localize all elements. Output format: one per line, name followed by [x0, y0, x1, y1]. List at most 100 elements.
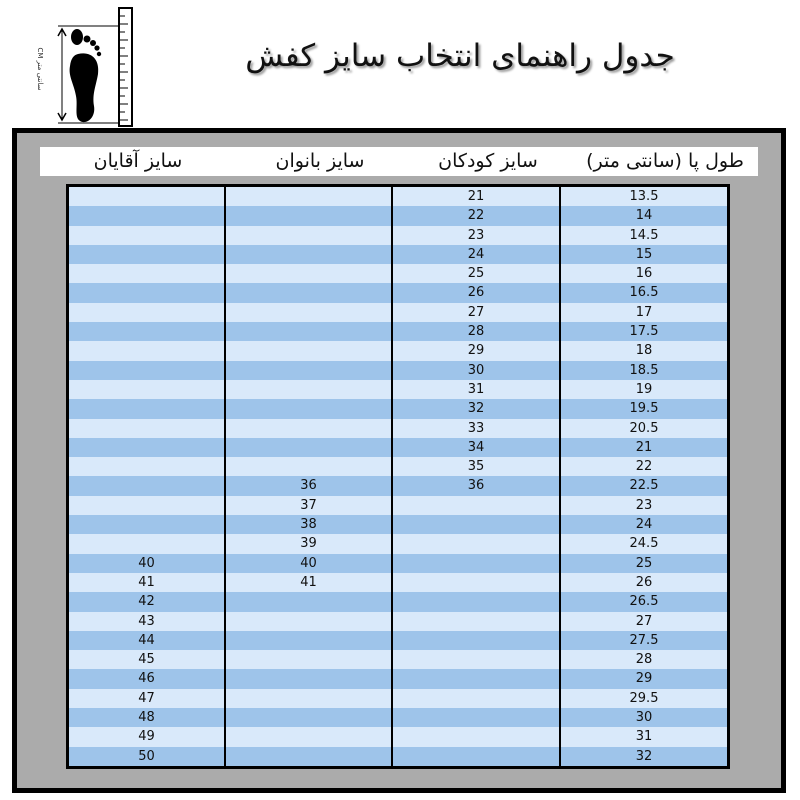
- men-size-cell: 41: [138, 574, 155, 590]
- men-size-cell: 45: [138, 652, 155, 668]
- kids-size-cell: [391, 688, 559, 709]
- women-size-cell: [224, 650, 391, 670]
- women-size-cell: [224, 437, 391, 458]
- table-row: 24.5 39: [69, 534, 727, 554]
- women-size-cell: [224, 244, 391, 265]
- women-size-cell: [224, 341, 391, 361]
- men-size-cell: [69, 380, 224, 399]
- women-size-cell: [224, 187, 391, 207]
- table-row: 19.5 32: [69, 399, 727, 419]
- page-title: جدول راهنمای انتخاب سایز کفش: [245, 38, 675, 74]
- foot-length-cell: 26.5: [559, 592, 727, 612]
- kids-size-cell: 32: [391, 399, 559, 419]
- table-row: 21 34: [69, 437, 727, 458]
- foot-length-cell: 18: [559, 341, 727, 361]
- foot-length-cell: 20.5: [559, 418, 727, 438]
- men-size-cell: [69, 264, 224, 283]
- kids-size-cell: 30: [391, 360, 559, 380]
- kids-size-cell: 31: [391, 379, 559, 400]
- kids-size-cell: [391, 650, 559, 670]
- foot-length-cell: 25: [559, 553, 727, 573]
- table-row: 27.5 44: [69, 630, 727, 651]
- table-row: 18.5 30: [69, 360, 727, 380]
- kids-size-cell: [391, 630, 559, 651]
- table-row: 22 35: [69, 457, 727, 477]
- men-size-cell: [69, 361, 224, 380]
- women-size-cell: 39: [224, 534, 391, 554]
- women-size-cell: [224, 302, 391, 323]
- men-size-cell: [69, 515, 224, 534]
- women-size-cell: [224, 225, 391, 245]
- women-size-cell: [224, 708, 391, 728]
- kids-size-cell: [391, 534, 559, 554]
- foot-length-cell: 24: [559, 515, 727, 535]
- table-row: 28 45: [69, 650, 727, 670]
- men-size-cell: 46: [138, 671, 155, 687]
- table-row: 17.5 28: [69, 322, 727, 342]
- foot-length-cell: 16.5: [559, 283, 727, 303]
- men-size-cell: [69, 322, 224, 341]
- table-row: 13.5 21: [69, 187, 727, 207]
- kids-size-cell: [391, 708, 559, 728]
- table-row: 27 43: [69, 611, 727, 631]
- foot-length-cell: 19.5: [559, 399, 727, 419]
- kids-size-cell: [391, 495, 559, 516]
- kids-size-cell: 24: [391, 244, 559, 265]
- women-size-cell: [224, 206, 391, 226]
- women-size-cell: [224, 379, 391, 400]
- men-size-cell: 50: [138, 748, 155, 764]
- men-size-cell: 49: [138, 729, 155, 745]
- table-row: 15 24: [69, 244, 727, 265]
- table-row: 16 25: [69, 264, 727, 284]
- header-men-size: سایز آقایان: [93, 150, 183, 172]
- foot-length-cell: 19: [559, 379, 727, 400]
- kids-size-cell: 23: [391, 225, 559, 245]
- kids-size-cell: [391, 611, 559, 631]
- foot-length-cell: 13.5: [559, 187, 727, 207]
- kids-size-cell: [391, 515, 559, 535]
- table-header: طول پا (سانتی متر) سایز کودکان سایز بانو…: [40, 147, 758, 176]
- foot-length-cell: 14.5: [559, 225, 727, 245]
- women-size-cell: 36: [224, 476, 391, 496]
- foot-length-unit-label: CM سانتی متر: [36, 47, 44, 91]
- foot-length-cell: 28: [559, 650, 727, 670]
- kids-size-cell: 22: [391, 206, 559, 226]
- kids-size-cell: 36: [391, 476, 559, 496]
- kids-size-cell: 35: [391, 457, 559, 477]
- foot-length-cell: 18.5: [559, 360, 727, 380]
- table-row: 17 27: [69, 302, 727, 323]
- women-size-cell: [224, 688, 391, 709]
- table-row: 30 48: [69, 708, 727, 728]
- women-size-cell: [224, 264, 391, 284]
- women-size-cell: [224, 457, 391, 477]
- foot-length-cell: 31: [559, 727, 727, 747]
- header-foot-length: طول پا (سانتی متر): [586, 150, 744, 172]
- kids-size-cell: 26: [391, 283, 559, 303]
- kids-size-cell: [391, 669, 559, 689]
- men-size-cell: [69, 438, 224, 457]
- foot-length-cell: 30: [559, 708, 727, 728]
- header-women-size: سایز بانوان: [275, 150, 365, 172]
- size-table: 13.5 21 14 22 14.5 23 15 24 16 25 16.5 26 17 27 17.5 28…: [66, 184, 730, 769]
- foot-length-cell: 27.5: [559, 630, 727, 651]
- kids-size-cell: 29: [391, 341, 559, 361]
- men-size-cell: 40: [138, 555, 155, 571]
- men-size-cell: [69, 226, 224, 245]
- table-row: 20.5 33: [69, 418, 727, 438]
- table-row: 25 40 40: [69, 553, 727, 573]
- men-size-cell: [69, 206, 224, 225]
- foot-length-cell: 27: [559, 611, 727, 631]
- table-row: 14.5 23: [69, 225, 727, 245]
- women-size-cell: [224, 727, 391, 747]
- men-size-cell: [69, 303, 224, 322]
- foot-length-cell: 24.5: [559, 534, 727, 554]
- kids-size-cell: [391, 727, 559, 747]
- foot-length-cell: 15: [559, 244, 727, 265]
- men-size-cell: [69, 187, 224, 206]
- foot-length-cell: 17.5: [559, 322, 727, 342]
- table-row: 31 49: [69, 727, 727, 747]
- table-row: 32 50: [69, 746, 727, 766]
- header-kids-size: سایز کودکان: [438, 150, 538, 172]
- women-size-cell: [224, 283, 391, 303]
- men-size-cell: [69, 283, 224, 302]
